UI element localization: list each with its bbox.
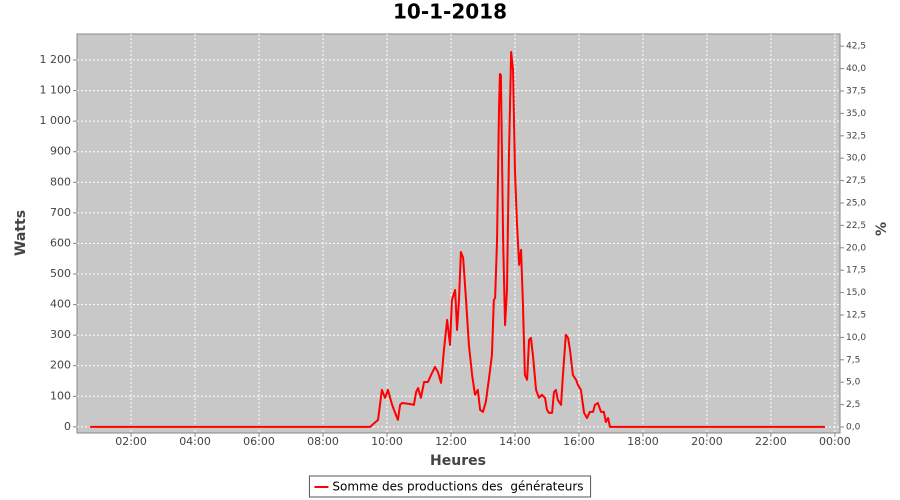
x-tick-label: 22:00	[755, 435, 787, 448]
x-tick-label: 14:00	[499, 435, 531, 448]
y-tick-label: 400	[50, 298, 71, 311]
legend-box	[308, 475, 592, 498]
y-tick-label: 1 200	[40, 53, 72, 66]
x-tick-label: 02:00	[115, 435, 147, 448]
x-tick-label: 04:00	[179, 435, 211, 448]
x-axis-label: Heures	[430, 453, 486, 469]
y-tick-label: 0	[64, 420, 71, 433]
y2-tick-label: 10,0	[846, 333, 866, 343]
y-tick-label: 100	[50, 389, 71, 402]
y2-tick-label: 42,5	[846, 42, 866, 52]
y-tick-label: 600	[50, 236, 71, 249]
x-tick-label: 16:00	[563, 435, 595, 448]
x-tick-label: 08:00	[307, 435, 339, 448]
y2-tick-label: 27,5	[846, 176, 866, 186]
x-tick-label: 18:00	[627, 435, 659, 448]
y2-axis-label: %	[874, 222, 890, 236]
y-tick-label: 1 100	[40, 84, 72, 97]
y2-tick-label: 12,5	[846, 310, 866, 320]
legend-label: Somme des productions des générateurs	[332, 480, 583, 494]
y2-tick-label: 0,0	[846, 422, 861, 432]
x-tick-label: 20:00	[691, 435, 723, 448]
y2-tick-label: 5,0	[846, 378, 861, 388]
y-axis-label: Watts	[13, 210, 29, 256]
data-line	[90, 51, 825, 428]
y-tick-label: 300	[50, 328, 71, 341]
y2-tick-label: 17,5	[846, 266, 866, 276]
y2-tick-label: 15,0	[846, 288, 866, 298]
y2-tick-label: 20,0	[846, 243, 866, 253]
x-tick-label: 12:00	[435, 435, 467, 448]
y2-tick-label: 2,5	[846, 400, 860, 410]
y-tick-label: 1 000	[40, 114, 72, 127]
y-tick-label: 700	[50, 206, 71, 219]
y2-tick-label: 25,0	[846, 198, 866, 208]
y2-tick-label: 32,5	[846, 131, 866, 141]
y2-tick-label: 30,0	[846, 154, 866, 164]
y2-tick-label: 22,5	[846, 221, 866, 231]
y-tick-label: 500	[50, 267, 71, 280]
y-tick-label: 900	[50, 145, 71, 158]
plot-area	[76, 33, 841, 434]
x-tick-label: 00:00	[819, 435, 851, 448]
chart-title: 10-1-2018	[393, 0, 507, 24]
x-tick-label: 10:00	[371, 435, 403, 448]
y2-tick-label: 37,5	[846, 86, 866, 96]
y-tick-label: 800	[50, 175, 71, 188]
x-tick-label: 06:00	[243, 435, 275, 448]
y2-tick-label: 7,5	[846, 355, 860, 365]
y-tick-label: 200	[50, 359, 71, 372]
y2-tick-label: 40,0	[846, 64, 866, 74]
y2-tick-label: 35,0	[846, 109, 866, 119]
